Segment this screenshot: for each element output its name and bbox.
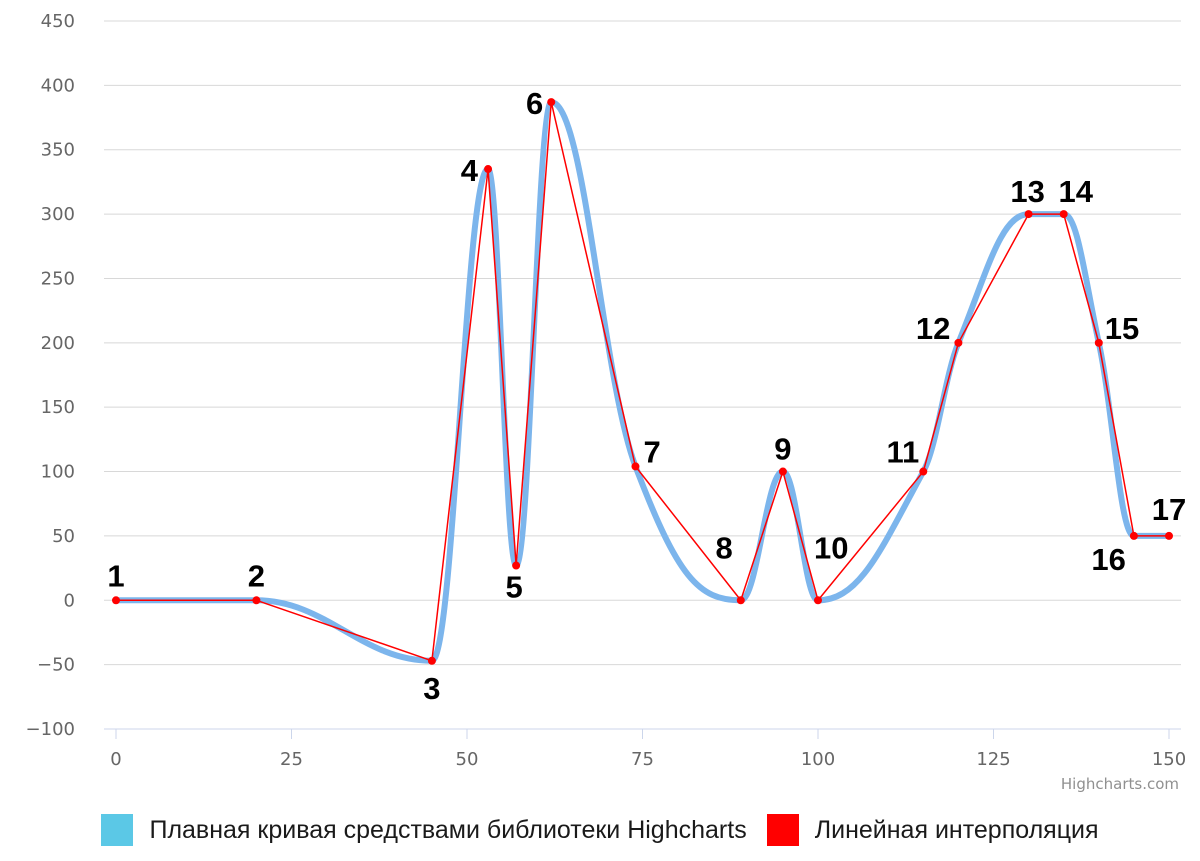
- point-label: 17: [1152, 492, 1186, 527]
- series-layer: [112, 98, 1173, 665]
- point-label: 15: [1105, 311, 1139, 346]
- x-tick-label: 0: [110, 749, 121, 770]
- y-tick-label: 400: [41, 75, 75, 96]
- data-point-marker[interactable]: [484, 165, 493, 174]
- data-point-marker[interactable]: [252, 596, 261, 605]
- point-label: 1: [107, 558, 124, 593]
- legend-swatch-smooth: [101, 814, 134, 846]
- point-label: 12: [916, 311, 950, 346]
- y-tick-label: −100: [26, 719, 75, 740]
- y-tick-label: −50: [37, 655, 75, 676]
- x-tick-label: 125: [976, 749, 1010, 770]
- point-label: 16: [1091, 542, 1125, 577]
- point-label: 4: [461, 153, 479, 188]
- legend-swatch-linear: [766, 814, 799, 846]
- x-tick-label: 50: [456, 749, 479, 770]
- point-label: 10: [814, 530, 848, 565]
- y-tick-label: 450: [41, 11, 75, 32]
- point-label: 3: [423, 671, 440, 706]
- data-point-marker[interactable]: [1129, 531, 1138, 540]
- data-point-marker[interactable]: [736, 596, 745, 605]
- data-point-marker[interactable]: [631, 462, 640, 471]
- y-tick-label: 50: [52, 526, 75, 547]
- legend: Плавная кривая средствами библиотеки Hig…: [0, 808, 1200, 852]
- point-label: 8: [716, 530, 733, 565]
- point-label: 13: [1010, 174, 1044, 209]
- data-point-marker[interactable]: [427, 656, 436, 665]
- point-label: 5: [506, 570, 523, 605]
- data-point-marker[interactable]: [1024, 210, 1033, 219]
- x-tick-label: 100: [801, 749, 835, 770]
- x-tick-label: 150: [1152, 749, 1186, 770]
- legend-label-smooth: Плавная кривая средствами библиотеки Hig…: [149, 815, 747, 844]
- point-label: 11: [887, 435, 920, 470]
- y-tick-label: 350: [41, 140, 75, 161]
- x-axis: 0 25 50 75 100 125 150: [110, 729, 1186, 770]
- data-point-marker[interactable]: [814, 596, 822, 605]
- point-label: 9: [774, 432, 791, 467]
- credits-text[interactable]: Highcharts.com: [1061, 775, 1179, 793]
- y-tick-label: 300: [41, 204, 75, 225]
- y-tick-label: 250: [41, 268, 75, 289]
- point-label: 2: [248, 558, 265, 593]
- data-point-marker[interactable]: [112, 596, 120, 605]
- data-point-marker[interactable]: [954, 338, 963, 347]
- point-label: 14: [1058, 174, 1093, 209]
- y-tick-label: 0: [64, 590, 75, 611]
- data-point-marker[interactable]: [919, 467, 928, 476]
- point-label: 6: [526, 86, 543, 121]
- data-point-marker[interactable]: [512, 561, 521, 570]
- y-tick-label: 200: [41, 333, 75, 354]
- data-point-marker[interactable]: [778, 467, 787, 476]
- point-label: 7: [643, 434, 660, 469]
- y-tick-label: 150: [41, 397, 75, 418]
- legend-label-linear: Линейная интерполяция: [814, 815, 1099, 844]
- data-point-marker[interactable]: [547, 98, 556, 107]
- data-point-marker[interactable]: [1094, 338, 1103, 347]
- x-tick-label: 25: [280, 749, 303, 770]
- y-tick-label: 100: [41, 462, 75, 483]
- legend-item-smooth[interactable]: Плавная кривая средствами библиотеки Hig…: [101, 814, 747, 846]
- legend-item-linear[interactable]: Линейная интерполяция: [766, 814, 1099, 846]
- grid-lines: −100 −50 0 50 100 150 200 250 300 350 400 450: [26, 11, 1181, 740]
- data-point-marker[interactable]: [1059, 210, 1068, 219]
- data-point-marker[interactable]: [1165, 531, 1173, 540]
- x-tick-label: 75: [631, 749, 654, 770]
